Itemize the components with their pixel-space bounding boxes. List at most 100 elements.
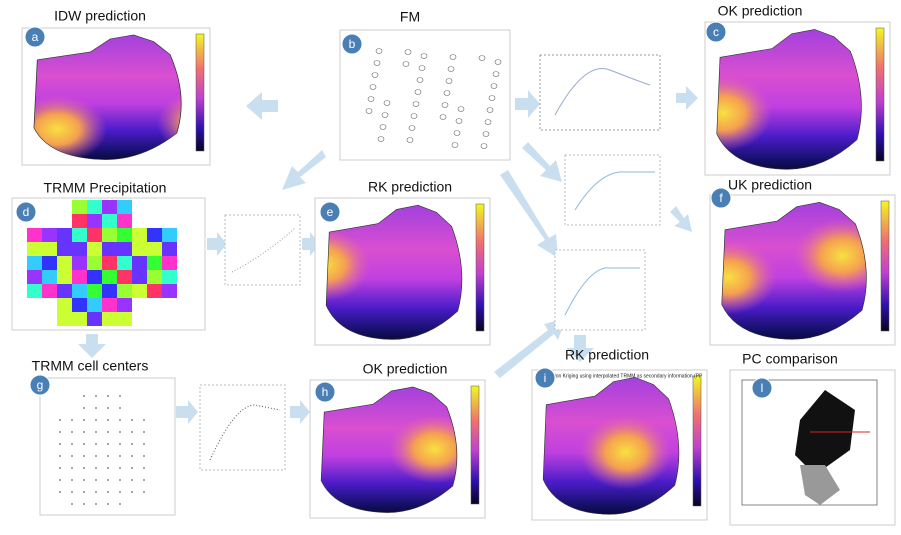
cell-center	[83, 395, 85, 397]
cell-center	[119, 407, 121, 409]
panel: OK prediction h	[310, 361, 485, 518]
arrow	[282, 150, 326, 190]
trmm-cell	[72, 214, 87, 228]
panel-title: TRMM cell centers	[32, 358, 149, 374]
trmm-cell	[132, 256, 147, 270]
trmm-cell	[57, 256, 72, 270]
trmm-cell	[87, 214, 102, 228]
colorbar	[693, 376, 701, 506]
cell-center	[143, 443, 145, 445]
trmm-cell	[57, 298, 72, 312]
cell-center	[71, 503, 73, 505]
cell-center	[59, 491, 61, 493]
cell-center	[131, 455, 133, 457]
cell-center	[83, 479, 85, 481]
arrow	[78, 334, 106, 358]
trmm-cell	[162, 228, 177, 242]
panel-letter: l	[761, 381, 764, 395]
cell-center	[71, 419, 73, 421]
trmm-cell	[87, 270, 102, 284]
cell-center	[59, 431, 61, 433]
panel-letter: a	[32, 30, 39, 44]
trmm-cell	[27, 284, 42, 298]
cell-center	[83, 431, 85, 433]
panel-letter: b	[349, 37, 356, 51]
trmm-cell	[102, 312, 117, 326]
trmm-cell	[87, 256, 102, 270]
panel: OK predictionc	[674, 3, 890, 175]
cell-center	[59, 467, 61, 469]
trmm-cell	[117, 242, 132, 256]
trmm-cell	[72, 200, 87, 214]
map-hotspot	[679, 240, 777, 315]
cell-center	[143, 467, 145, 469]
panel: RK predictionRegression Kriging using in…	[532, 347, 707, 520]
trmm-cell	[102, 242, 117, 256]
trmm-cell	[162, 284, 177, 298]
trmm-cell	[147, 242, 162, 256]
trmm-cell	[87, 228, 102, 242]
trmm-cell	[117, 200, 132, 214]
colorbar	[881, 201, 889, 331]
cell-center	[131, 443, 133, 445]
trmm-cell	[117, 270, 132, 284]
cell-center	[59, 455, 61, 457]
cell-center	[83, 467, 85, 469]
trmm-cell	[42, 256, 57, 270]
trmm-cell	[72, 228, 87, 242]
cell-center	[119, 503, 121, 505]
cell-center	[71, 467, 73, 469]
variogram-plot	[555, 250, 645, 330]
cell-center	[107, 503, 109, 505]
trmm-cell	[117, 312, 132, 326]
panel: IDW predictiona	[7, 8, 256, 165]
cell-center	[71, 443, 73, 445]
trmm-cell	[117, 214, 132, 228]
cell-center	[107, 479, 109, 481]
panel-subtitle: Regression Kriging using interpolated TR…	[536, 373, 703, 379]
trmm-cell	[42, 284, 57, 298]
cell-center	[119, 443, 121, 445]
cell-center	[119, 395, 121, 397]
trmm-cell	[27, 228, 42, 242]
map-hotspot	[580, 415, 672, 490]
cell-center	[83, 491, 85, 493]
panel-frame	[340, 30, 510, 160]
trmm-cell	[147, 284, 162, 298]
cell-center	[83, 503, 85, 505]
trmm-cell	[102, 200, 117, 214]
panel-title: OK prediction	[718, 3, 803, 19]
panel-letter: e	[327, 205, 334, 219]
cell-center	[119, 491, 121, 493]
trmm-cell	[132, 242, 147, 256]
trmm-cell	[87, 312, 102, 326]
trmm-cell	[117, 298, 132, 312]
trmm-cell	[42, 242, 57, 256]
cell-center	[107, 467, 109, 469]
cell-center	[71, 479, 73, 481]
cell-center	[119, 479, 121, 481]
colorbar	[876, 28, 884, 161]
cell-center	[83, 455, 85, 457]
trmm-cell	[72, 284, 87, 298]
arrow	[500, 170, 558, 258]
trmm-cell	[27, 270, 42, 284]
trmm-cell	[72, 312, 87, 326]
panel-letter: g	[37, 378, 44, 392]
arrow	[670, 206, 692, 232]
cell-center	[95, 419, 97, 421]
trmm-cell	[117, 228, 132, 242]
variogram-plot	[540, 55, 660, 130]
regression-plot	[225, 215, 300, 285]
panel-letter: i	[544, 371, 547, 385]
workflow-figure: IDW predictionaFMbOK predictioncTRMM Pre…	[0, 0, 901, 535]
trmm-cell	[87, 284, 102, 298]
cell-center	[59, 443, 61, 445]
panel-title: OK prediction	[363, 361, 448, 377]
cell-center	[95, 407, 97, 409]
trmm-cell	[87, 200, 102, 214]
panel-letter: h	[322, 385, 329, 399]
trmm-cell	[57, 284, 72, 298]
